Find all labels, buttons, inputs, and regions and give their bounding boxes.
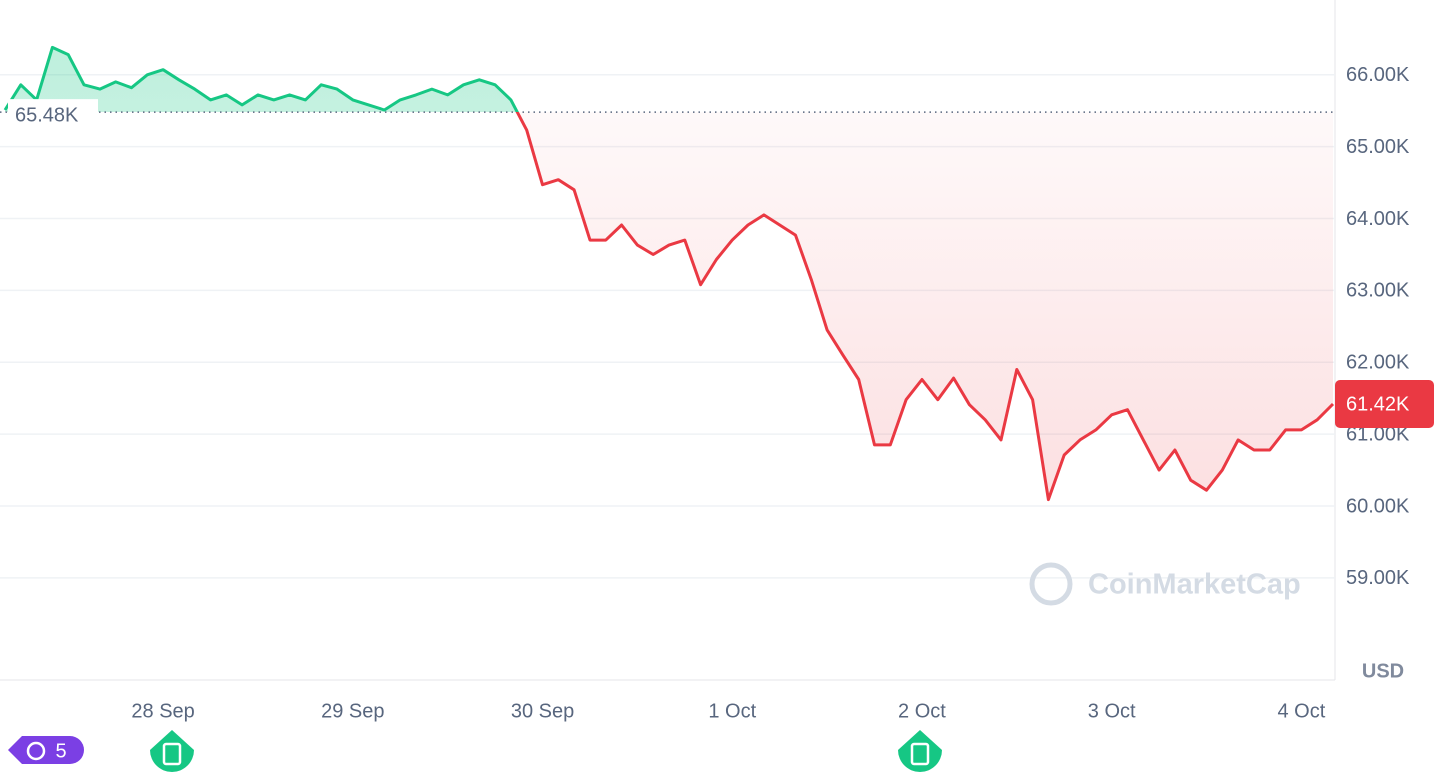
x-tick-label: 3 Oct: [1088, 700, 1136, 722]
y-tick-label: 61.00K: [1346, 423, 1410, 445]
y-tick-label: 63.00K: [1346, 280, 1410, 302]
current-price-tag: [1335, 379, 1434, 428]
y-tick-label: 62.00K: [1346, 352, 1410, 374]
event-icon[interactable]: [150, 730, 194, 772]
y-tick-label: 66.00K: [1346, 64, 1410, 86]
y-tick-label: 59.00K: [1346, 567, 1410, 589]
y-tick-label: 65.00K: [1346, 136, 1410, 158]
badge[interactable]: 5: [8, 736, 84, 764]
price-area: [5, 47, 1333, 500]
y-tick-label: 60.00K: [1346, 495, 1410, 517]
x-tick-label: 1 Oct: [708, 700, 756, 722]
watermark: CoinMarketCap: [1029, 562, 1301, 606]
x-tick-label: 30 Sep: [511, 700, 574, 722]
y-tick-label: 64.00K: [1346, 208, 1410, 230]
baseline-label-bg: [8, 99, 98, 128]
price-line: [3, 45, 1335, 502]
badge-count: 5: [55, 740, 66, 762]
x-tick-label: 2 Oct: [898, 700, 946, 722]
watermark-text: CoinMarketCap: [1088, 569, 1301, 601]
event-icon[interactable]: [898, 730, 942, 772]
x-tick-label: 4 Oct: [1277, 700, 1325, 722]
x-tick-label: 29 Sep: [321, 700, 384, 722]
baseline-label: 65.48K: [15, 104, 79, 126]
current-price-label: 61.42K: [1346, 393, 1410, 415]
y-axis-label: USD: [1362, 660, 1404, 682]
x-tick-label: 28 Sep: [131, 700, 194, 722]
